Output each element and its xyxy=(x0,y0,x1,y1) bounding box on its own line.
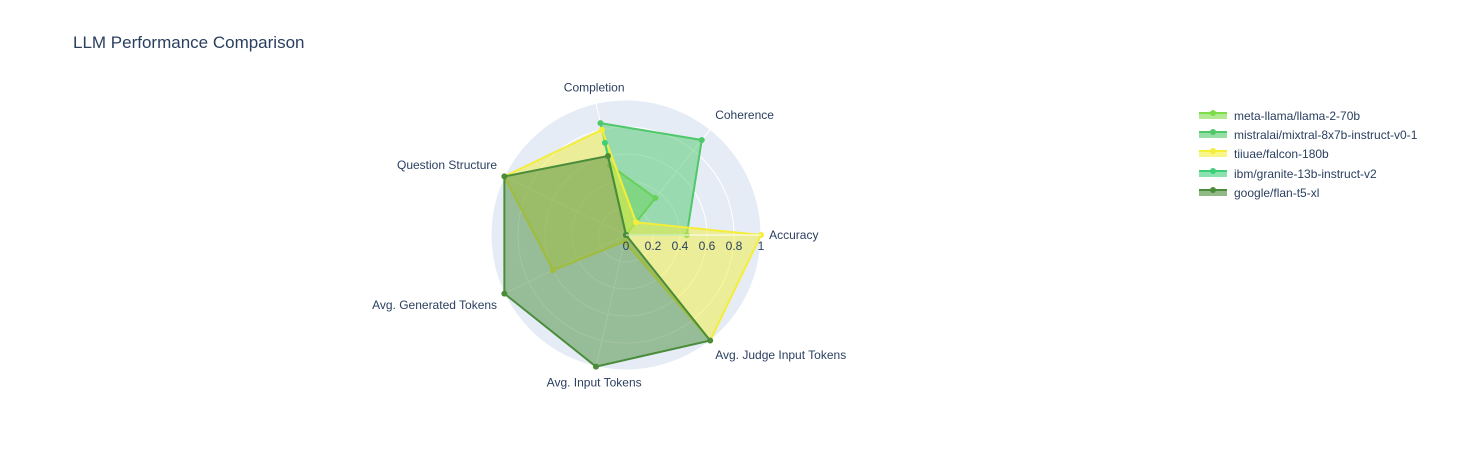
data-point xyxy=(605,153,611,159)
legend-label: meta-llama/llama-2-70b xyxy=(1234,109,1360,123)
data-point xyxy=(501,173,507,179)
legend-item[interactable]: google/flan-t5-xl xyxy=(1198,183,1417,202)
data-point xyxy=(597,120,603,126)
radial-tick-label: 0.4 xyxy=(672,239,689,253)
legend-label: ibm/granite-13b-instruct-v2 xyxy=(1234,167,1377,181)
radial-tick-label: 1 xyxy=(758,239,765,253)
axis-label: Avg. Judge Input Tokens xyxy=(715,348,846,362)
legend-item[interactable]: meta-llama/llama-2-70b xyxy=(1198,106,1417,125)
legend-swatch xyxy=(1198,109,1228,123)
legend-swatch xyxy=(1198,128,1228,142)
legend-label: tiiuae/falcon-180b xyxy=(1234,147,1329,161)
legend: meta-llama/llama-2-70b mistralai/mixtral-… xyxy=(1198,106,1417,202)
legend-item[interactable]: tiiuae/falcon-180b xyxy=(1198,145,1417,164)
axis-label: Avg. Input Tokens xyxy=(547,376,642,390)
axis-label: Avg. Generated Tokens xyxy=(372,298,497,312)
axis-label: Completion xyxy=(564,80,625,94)
axis-label: Coherence xyxy=(715,108,774,122)
legend-swatch xyxy=(1198,167,1228,181)
legend-item[interactable]: mistralai/mixtral-8x7b-instruct-v0-1 xyxy=(1198,125,1417,144)
legend-label: google/flan-t5-xl xyxy=(1234,186,1319,200)
data-point xyxy=(699,137,705,143)
data-point xyxy=(602,140,608,146)
data-point xyxy=(593,364,599,370)
legend-item[interactable]: ibm/granite-13b-instruct-v2 xyxy=(1198,164,1417,183)
axis-label: Accuracy xyxy=(769,228,818,242)
radial-tick-label: 0.2 xyxy=(645,239,662,253)
data-point xyxy=(599,127,605,133)
data-point xyxy=(501,291,507,297)
legend-swatch xyxy=(1198,186,1228,200)
radial-tick-label: 0 xyxy=(623,239,630,253)
data-point xyxy=(707,338,713,344)
radial-tick-label: 0.6 xyxy=(699,239,716,253)
legend-swatch xyxy=(1198,147,1228,161)
data-point xyxy=(633,219,639,225)
axis-label: Question Structure xyxy=(397,158,497,172)
legend-label: mistralai/mixtral-8x7b-instruct-v0-1 xyxy=(1234,128,1417,142)
radial-tick-label: 0.8 xyxy=(726,239,743,253)
